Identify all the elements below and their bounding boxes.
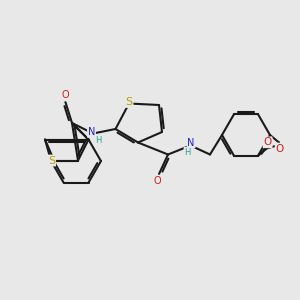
Text: S: S [48, 155, 55, 166]
Text: O: O [275, 143, 284, 154]
Text: S: S [125, 97, 133, 107]
Text: O: O [263, 137, 272, 147]
Text: O: O [154, 176, 161, 186]
Text: H: H [95, 136, 102, 145]
Text: N: N [188, 137, 195, 148]
Text: N: N [88, 127, 95, 137]
Text: H: H [184, 148, 191, 157]
Text: O: O [61, 90, 69, 100]
